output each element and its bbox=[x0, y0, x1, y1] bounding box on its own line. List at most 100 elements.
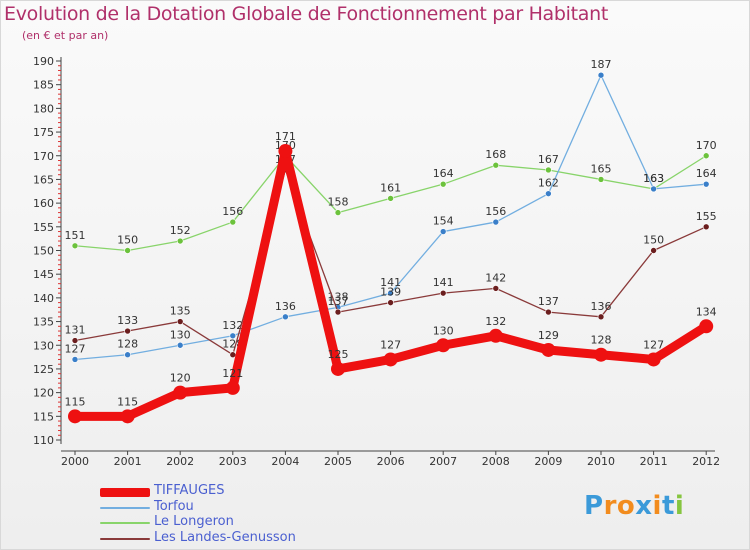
legend-swatch-tiffauges bbox=[100, 487, 150, 497]
x-tick-label: 2009 bbox=[534, 455, 562, 468]
x-tick-label: 2007 bbox=[429, 455, 457, 468]
data-label-torfou: 164 bbox=[696, 167, 717, 180]
data-point-les-landes-genusson bbox=[492, 285, 500, 292]
data-label-les-landes-genusson: 150 bbox=[643, 234, 664, 247]
data-label-torfou: 187 bbox=[591, 58, 612, 71]
data-label-torfou: 127 bbox=[65, 342, 86, 355]
x-tick-label: 2000 bbox=[61, 455, 89, 468]
data-label-tiffauges: 127 bbox=[380, 338, 401, 351]
data-point-le-longeron bbox=[492, 161, 500, 169]
logo-letter: t bbox=[661, 491, 675, 521]
data-point-tiffauges bbox=[436, 338, 451, 353]
y-tick-label: 175 bbox=[33, 126, 54, 139]
data-label-les-landes-genusson: 137 bbox=[538, 295, 559, 308]
data-point-les-landes-genusson bbox=[176, 318, 184, 325]
data-point-les-landes-genusson bbox=[597, 313, 605, 321]
data-label-le-longeron: 170 bbox=[696, 139, 717, 152]
data-label-tiffauges: 127 bbox=[643, 338, 664, 351]
data-label-les-landes-genusson: 141 bbox=[433, 276, 454, 289]
proxiti-logo: Proxiti bbox=[584, 491, 684, 521]
chart-subtitle: (en € et par an) bbox=[22, 29, 109, 42]
data-label-tiffauges: 128 bbox=[591, 334, 612, 347]
data-label-les-landes-genusson: 139 bbox=[380, 286, 401, 299]
data-label-tiffauges: 120 bbox=[170, 372, 191, 385]
x-tick-label: 2001 bbox=[114, 455, 142, 468]
y-tick-label: 185 bbox=[33, 79, 54, 92]
legend-label-tiffauges: TIFFAUGES bbox=[154, 483, 225, 498]
data-point-torfou bbox=[545, 190, 552, 197]
data-point-tiffauges bbox=[120, 409, 135, 424]
y-tick-label: 145 bbox=[33, 268, 54, 281]
data-point-les-landes-genusson bbox=[387, 299, 394, 306]
y-tick-label: 120 bbox=[33, 387, 54, 400]
logo-letter: o bbox=[616, 491, 636, 521]
x-tick-label: 2002 bbox=[166, 455, 194, 468]
y-tick-label: 165 bbox=[33, 173, 54, 186]
data-point-torfou bbox=[597, 71, 605, 79]
y-tick-label: 155 bbox=[33, 221, 54, 234]
data-label-les-landes-genusson: 135 bbox=[170, 305, 191, 318]
data-point-le-longeron bbox=[387, 195, 394, 202]
data-point-torfou bbox=[176, 341, 184, 349]
data-label-le-longeron: 165 bbox=[591, 162, 612, 175]
x-tick-label: 2008 bbox=[482, 455, 510, 468]
data-label-tiffauges: 115 bbox=[65, 395, 86, 408]
data-label-tiffauges: 134 bbox=[696, 305, 717, 318]
x-tick-label: 2011 bbox=[640, 455, 668, 468]
data-point-le-longeron bbox=[702, 152, 710, 160]
data-label-les-landes-genusson: 131 bbox=[65, 324, 86, 337]
y-tick-label: 115 bbox=[33, 410, 54, 423]
data-point-torfou bbox=[702, 180, 710, 188]
data-point-tiffauges bbox=[68, 409, 82, 424]
y-tick-label: 170 bbox=[33, 150, 54, 163]
data-label-le-longeron: 158 bbox=[328, 196, 349, 209]
legend-label-le-longeron: Le Longeron bbox=[154, 514, 234, 529]
data-point-les-landes-genusson bbox=[334, 308, 342, 316]
data-label-tiffauges: 129 bbox=[538, 329, 559, 342]
data-point-le-longeron bbox=[334, 209, 342, 216]
data-point-tiffauges bbox=[225, 380, 240, 395]
data-label-tiffauges: 130 bbox=[433, 324, 454, 337]
y-tick-label: 125 bbox=[33, 363, 54, 376]
data-point-le-longeron bbox=[545, 166, 552, 174]
data-point-les-landes-genusson bbox=[545, 308, 552, 316]
y-tick-label: 190 bbox=[33, 55, 54, 68]
data-point-torfou bbox=[282, 313, 289, 321]
data-label-tiffauges: 121 bbox=[222, 367, 243, 380]
y-tick-label: 140 bbox=[33, 292, 54, 305]
y-tick-label: 150 bbox=[33, 245, 54, 258]
data-point-le-longeron bbox=[71, 242, 79, 250]
data-point-tiffauges bbox=[594, 347, 608, 362]
legend-swatch-les-landes-genusson bbox=[100, 537, 150, 540]
y-tick-label: 130 bbox=[33, 339, 54, 352]
legend-label-torfou: Torfou bbox=[154, 498, 194, 514]
data-label-le-longeron: 168 bbox=[485, 148, 506, 161]
data-label-torfou: 138 bbox=[328, 290, 349, 303]
data-point-les-landes-genusson bbox=[71, 337, 79, 344]
data-label-torfou: 156 bbox=[485, 205, 506, 218]
logo-letter: x bbox=[635, 491, 653, 521]
y-tick-label: 180 bbox=[33, 102, 54, 115]
data-point-torfou bbox=[229, 332, 237, 340]
data-point-le-longeron bbox=[439, 180, 447, 188]
data-label-tiffauges: 125 bbox=[328, 348, 349, 361]
logo-letter: i bbox=[652, 491, 662, 521]
data-point-tiffauges bbox=[278, 144, 293, 159]
data-label-le-longeron: 164 bbox=[433, 167, 454, 180]
data-label-torfou: 163 bbox=[643, 172, 664, 185]
data-label-tiffauges: 171 bbox=[275, 130, 296, 143]
x-tick-label: 2003 bbox=[219, 455, 247, 468]
data-label-les-landes-genusson: 137 bbox=[328, 295, 349, 308]
data-point-le-longeron bbox=[124, 247, 131, 254]
data-point-torfou bbox=[124, 351, 131, 359]
data-point-tiffauges bbox=[488, 328, 503, 343]
y-tick-label: 110 bbox=[33, 434, 54, 447]
data-label-le-longeron: 161 bbox=[380, 181, 401, 194]
data-label-les-landes-genusson: 155 bbox=[696, 210, 717, 223]
data-point-torfou bbox=[492, 218, 500, 226]
x-tick-label: 2010 bbox=[587, 455, 615, 468]
data-point-tiffauges bbox=[331, 361, 345, 376]
data-point-tiffauges bbox=[646, 352, 661, 367]
data-point-tiffauges bbox=[383, 352, 398, 367]
